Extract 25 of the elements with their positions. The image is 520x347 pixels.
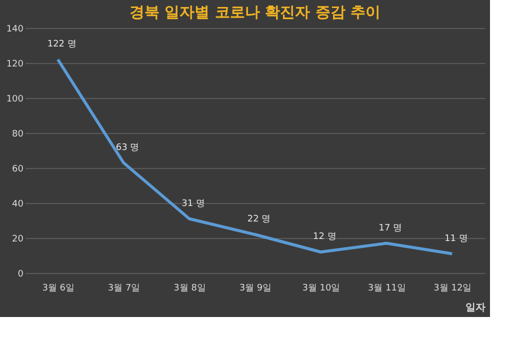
data-label: 122 명: [47, 40, 76, 50]
x-axis-title: 일자: [466, 302, 486, 314]
y-tick-label: 140: [6, 24, 24, 34]
line-series: [56, 58, 454, 256]
y-tick-label: 120: [6, 60, 24, 70]
x-tick-label: 3월 11일: [368, 284, 406, 294]
data-label: 63 명: [116, 142, 140, 153]
chart-title: 경북 일자별 코로나 확진자 증감 추이: [129, 3, 381, 21]
data-label: 17 명: [378, 223, 402, 234]
x-tick-label: 3월 6일: [42, 284, 75, 294]
y-tick-label: 20: [12, 234, 24, 244]
x-tick-label: 3월 12일: [434, 284, 472, 294]
y-tick-label: 100: [6, 94, 24, 104]
y-tick-label: 0: [18, 270, 24, 280]
data-label: 31 명: [182, 198, 205, 209]
x-tick-label: 3월 9일: [239, 284, 272, 294]
data-label: 11 명: [444, 234, 468, 244]
x-tick-label: 3월 10일: [302, 284, 340, 294]
x-tick-label: 3월 8일: [174, 284, 206, 294]
data-label: 12 명: [313, 232, 336, 242]
y-tick-label: 80: [12, 130, 24, 140]
y-tick-label: 60: [12, 164, 24, 174]
data-label: 22 명: [247, 214, 271, 224]
y-tick-label: 40: [12, 200, 24, 210]
x-tick-label: 3월 7일: [108, 284, 140, 294]
